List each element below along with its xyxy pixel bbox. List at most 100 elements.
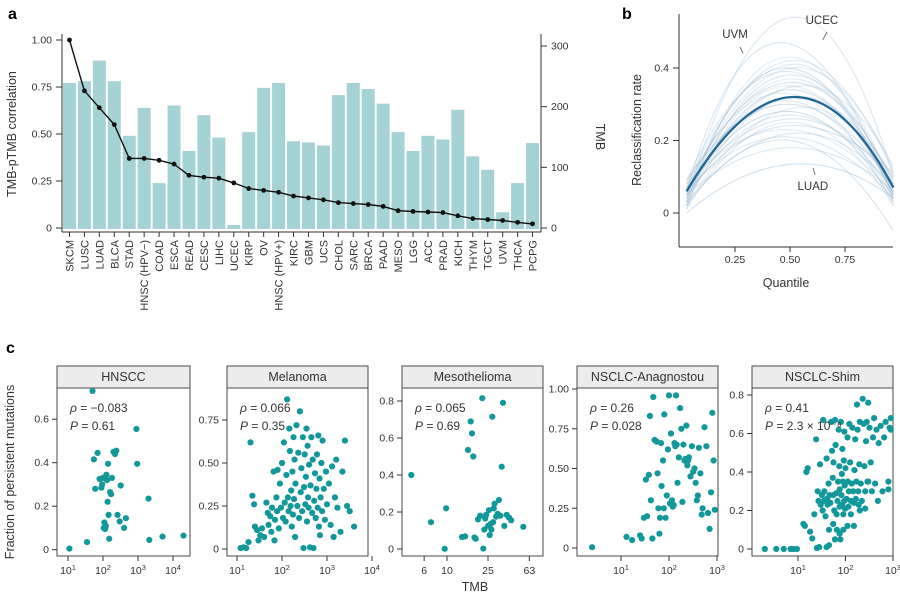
line-point-COAD: [156, 157, 162, 163]
data-point: [322, 468, 330, 475]
data-point: [249, 492, 256, 499]
bar-KIRP: [242, 132, 256, 229]
data-point: [284, 494, 291, 501]
data-point: [114, 511, 121, 518]
category-label: COAD: [154, 240, 166, 272]
correlation-line: [68, 39, 533, 225]
data-point: [66, 545, 73, 552]
data-point: [838, 470, 846, 477]
data-point: [303, 425, 310, 432]
line-point-ACC: [425, 209, 431, 215]
data-point: [874, 497, 882, 504]
data-point: [286, 425, 293, 432]
data-point: [310, 545, 317, 552]
left-tick-label: 0.75: [32, 82, 53, 94]
data-point: [468, 430, 476, 437]
data-point: [491, 500, 498, 507]
stat-pvalue: P = 0.35: [240, 419, 285, 433]
data-point: [89, 387, 96, 394]
data-point: [674, 479, 681, 486]
x-tick-label: 103: [709, 563, 725, 577]
data-point: [589, 544, 596, 551]
data-point: [319, 508, 326, 515]
data-point: [102, 522, 109, 529]
data-point: [331, 494, 338, 501]
data-point: [320, 485, 327, 492]
data-point: [833, 511, 840, 518]
category-label: UCS: [318, 240, 330, 263]
data-point: [268, 504, 276, 511]
bar-SARC: [346, 83, 360, 229]
data-point: [351, 523, 358, 530]
bar-LUAD: [92, 60, 106, 230]
curve-label-UCEC: UCEC: [806, 15, 839, 27]
category-label: READ: [184, 240, 196, 271]
line-point-TGCT: [485, 217, 491, 222]
category-label: LUAD: [94, 240, 106, 269]
data-point: [847, 511, 855, 518]
x-tick-label: 0.75: [835, 254, 856, 266]
line-point-HNSC (HPV−): [141, 156, 147, 161]
data-point: [871, 415, 878, 422]
line-point-GBM: [306, 195, 311, 201]
y-tick-label: 0.2: [654, 135, 669, 147]
data-point: [499, 399, 507, 406]
data-point: [881, 434, 888, 441]
data-point: [441, 545, 448, 552]
data-point: [280, 439, 287, 446]
data-point: [882, 418, 889, 425]
data-point: [859, 395, 866, 402]
data-point: [831, 416, 839, 424]
data-point: [710, 457, 717, 464]
y-tick-label: 0.8: [379, 396, 394, 408]
data-point: [862, 488, 869, 495]
bar-PAAD: [376, 103, 390, 229]
data-point: [879, 488, 886, 495]
data-point: [477, 512, 484, 519]
bar-CESC: [197, 115, 211, 229]
data-point: [852, 436, 859, 443]
data-point: [268, 528, 275, 535]
category-label: SKCM: [64, 240, 76, 272]
data-point: [858, 497, 865, 504]
category-label: CHOL: [333, 240, 345, 271]
data-point: [254, 527, 261, 534]
x-tick-label: 102: [838, 563, 854, 577]
data-point: [872, 480, 879, 487]
cancer-type-curve: [686, 67, 894, 203]
data-point: [698, 511, 705, 518]
line-point-CHOL: [335, 200, 341, 206]
stat-pvalue: P = 0.61: [70, 419, 115, 433]
y-axis-title-left: TMB-pTMB correlation: [5, 71, 19, 197]
data-point: [658, 482, 665, 490]
data-point: [822, 513, 829, 520]
data-point: [520, 523, 527, 530]
bar-PRAD: [436, 139, 450, 229]
data-point: [83, 539, 91, 546]
facet-strip: [226, 365, 369, 389]
line-point-OV: [261, 188, 267, 193]
data-point: [292, 480, 299, 487]
data-point: [282, 518, 289, 525]
data-point: [830, 459, 837, 466]
bar-LGG: [406, 150, 420, 229]
data-point: [761, 545, 768, 553]
data-point: [291, 456, 298, 463]
data-point: [284, 396, 291, 403]
category-label: TGCT: [483, 240, 495, 270]
data-point: [290, 434, 297, 441]
data-point: [443, 505, 450, 512]
category-label: KIRC: [289, 240, 301, 266]
data-point: [105, 511, 112, 518]
data-point: [316, 532, 324, 539]
y-tick-label: 0.50: [199, 458, 220, 470]
data-point: [113, 447, 120, 454]
facet-title: Melanoma: [268, 370, 326, 384]
facet-plot-area: [751, 387, 894, 557]
data-point: [706, 525, 713, 532]
y-tick-label: 0.4: [34, 457, 49, 469]
cancer-type-curve: [686, 106, 894, 207]
panel-c-letter: c: [6, 340, 15, 357]
